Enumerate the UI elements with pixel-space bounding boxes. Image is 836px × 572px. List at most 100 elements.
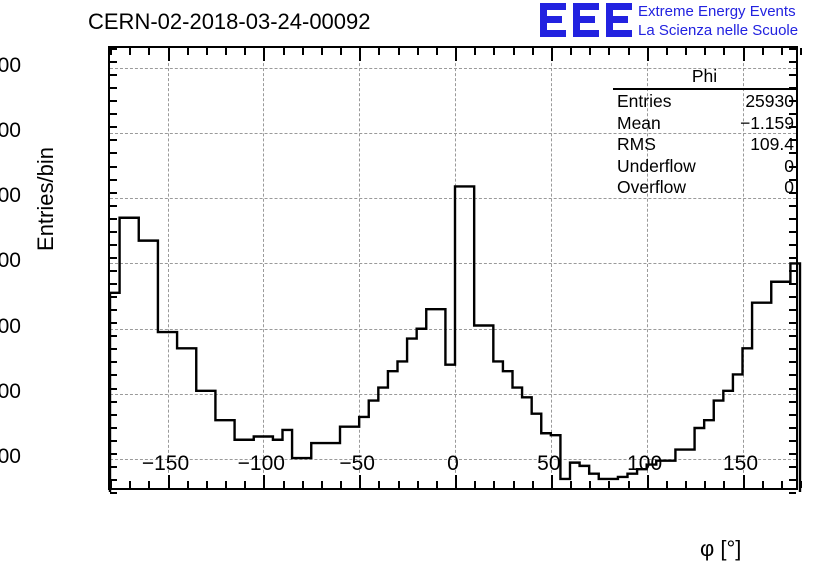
gridline-vertical [550, 48, 552, 488]
y-tick-minor-right [789, 374, 796, 377]
y-tick-minor-right [789, 426, 796, 429]
x-tick-minor [416, 481, 419, 488]
y-tick-minor-right [789, 335, 796, 338]
y-tick-label: 900 [0, 118, 21, 142]
x-tick-minor [397, 481, 400, 488]
x-tick-major-top [167, 48, 170, 61]
x-tick-major-top [455, 48, 457, 61]
x-tick-minor [301, 481, 304, 488]
x-tick-label: 100 [627, 452, 663, 475]
y-tick-minor [110, 400, 117, 403]
stats-row-value: 0 [784, 155, 794, 176]
gridline-vertical [646, 48, 648, 488]
eee-logo-mark [540, 3, 632, 37]
x-tick-label: 150 [722, 452, 759, 475]
x-tick-minor-top [627, 48, 630, 55]
x-tick-label: 0 [447, 452, 459, 475]
y-tick-minor-right [789, 243, 796, 246]
x-tick-minor-top [589, 48, 592, 55]
x-tick-major-top [742, 48, 745, 61]
y-tick-minor [110, 452, 117, 455]
x-tick-minor [512, 481, 515, 488]
y-tick-label: 800 [0, 184, 21, 208]
y-tick-minor-right [789, 178, 796, 181]
y-tick-minor-right [789, 348, 796, 351]
x-tick-minor-top [704, 48, 707, 55]
y-tick-minor [110, 204, 117, 207]
y-tick-minor-right [789, 465, 796, 468]
y-tick-minor-right [789, 61, 796, 64]
y-tick-minor [110, 296, 117, 299]
y-tick-minor-right [789, 230, 796, 233]
y-tick-minor-right [789, 74, 796, 77]
x-tick-minor-top [608, 48, 611, 55]
x-tick-minor-top [129, 48, 132, 55]
x-tick-minor [378, 481, 381, 488]
x-tick-minor [627, 481, 630, 488]
x-tick-minor-top [110, 48, 112, 55]
x-tick-major [359, 475, 362, 488]
y-tick-label: 400 [0, 445, 21, 469]
stats-row-value: 109.4 [750, 134, 794, 154]
y-tick-minor-right [789, 361, 796, 364]
x-tick-minor-top [282, 48, 285, 55]
stats-row-value: 25930 [745, 91, 794, 111]
y-tick-minor [110, 270, 117, 272]
stats-row: Underflow 0 [613, 156, 796, 178]
x-tick-major-top [550, 48, 553, 61]
stats-row-label: Mean [617, 112, 661, 133]
y-tick-minor [110, 465, 117, 468]
stats-row-label: Overflow [617, 177, 687, 197]
x-tick-minor [531, 481, 534, 488]
y-tick-label: 600 [0, 314, 21, 338]
y-tick-minor-right [789, 296, 796, 299]
y-tick-minor [110, 165, 117, 168]
y-tick-minor [110, 439, 117, 442]
y-tick-minor [110, 61, 117, 64]
x-tick-minor [205, 481, 208, 488]
stats-row-value: 0 [784, 177, 794, 197]
x-tick-minor-top [493, 48, 496, 55]
x-tick-minor-top [800, 48, 802, 55]
x-tick-major [455, 475, 457, 488]
gridline-vertical [167, 48, 169, 488]
y-tick-minor [110, 48, 117, 50]
y-tick-minor [110, 100, 117, 103]
y-tick-minor [110, 374, 117, 377]
x-tick-minor-top [320, 48, 323, 55]
x-tick-minor [148, 481, 151, 488]
stats-row-label: RMS [617, 134, 656, 154]
y-axis-title: Entries/bin [33, 147, 58, 251]
x-tick-minor [570, 481, 572, 488]
x-tick-minor [665, 481, 668, 488]
y-tick-minor-right [789, 400, 796, 403]
y-tick-label: 500 [0, 380, 21, 404]
page-title: CERN-02-2018-03-24-00092 [88, 9, 371, 34]
x-tick-minor [320, 481, 323, 488]
y-tick-minor [110, 387, 117, 390]
y-tick-minor [110, 492, 117, 494]
x-tick-minor [704, 481, 707, 488]
y-tick-minor [110, 87, 117, 90]
stats-row: Overflow 0 [613, 177, 796, 199]
x-tick-minor [435, 481, 438, 488]
eee-logo: Extreme Energy Events La Scienza nelle S… [540, 2, 836, 42]
y-tick-minor [110, 322, 117, 325]
eee-logo-line2: La Scienza nelle Scuole [638, 22, 799, 39]
stats-rows: Entries 25930 Mean −1.159 RMS 109.4 Underflow 0… [613, 91, 796, 199]
x-tick-minor [780, 481, 783, 488]
y-tick-minor [110, 113, 117, 116]
x-tick-minor-top [723, 48, 726, 55]
y-tick-minor-right [789, 113, 796, 116]
x-tick-minor [129, 481, 132, 488]
x-tick-minor-top [225, 48, 227, 55]
x-tick-minor-top [531, 48, 534, 55]
eee-logo-text: Extreme Energy Events La Scienza nelle S… [638, 2, 798, 40]
x-tick-minor [282, 481, 285, 488]
y-tick-minor-right [789, 100, 796, 103]
y-tick-minor-right [789, 387, 796, 390]
x-tick-minor-top [397, 48, 400, 55]
x-axis-title: φ [°] [700, 536, 742, 561]
x-tick-minor [589, 481, 592, 488]
x-tick-major [646, 475, 649, 488]
